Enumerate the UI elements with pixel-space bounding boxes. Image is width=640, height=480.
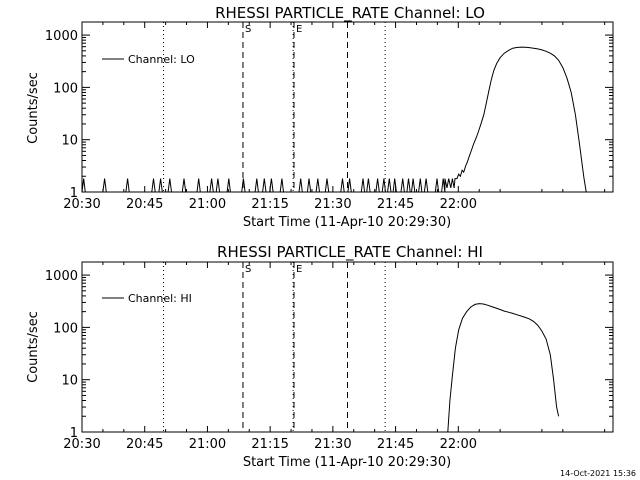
- y-axis-label-hi: Counts/sec: [26, 311, 41, 383]
- y-tick-label: 1: [70, 186, 78, 201]
- x-tick-label: 21:00: [189, 437, 226, 452]
- panel-lo: RHESSI PARTICLE_RATE Channel: LO Counts/…: [26, 4, 614, 230]
- timestamp: 14-Oct-2021 15:36: [560, 469, 636, 478]
- y-tick-label: 100: [53, 321, 78, 336]
- series-line: [447, 303, 560, 433]
- marker-label-s: S: [245, 24, 251, 35]
- marker-label-s: S: [245, 264, 251, 275]
- legend-label-lo: Channel: LO: [128, 53, 195, 66]
- x-axis-label-hi: Start Time (11-Apr-10 20:29:30): [243, 455, 451, 470]
- y-axis-label-lo: Counts/sec: [26, 72, 41, 144]
- x-tick-label: 21:15: [251, 437, 288, 452]
- y-tick-label: 1000: [45, 269, 78, 284]
- x-tick-label: 22:00: [440, 197, 477, 212]
- panel-hi: RHESSI PARTICLE_RATE Channel: HI Counts/…: [26, 243, 614, 470]
- chart-title-hi: RHESSI PARTICLE_RATE Channel: HI: [217, 243, 483, 262]
- y-tick-label: 1: [70, 426, 78, 441]
- marker-label-e: E: [296, 264, 302, 275]
- x-tick-label: 21:45: [377, 197, 414, 212]
- x-tick-label: 20:30: [63, 197, 100, 212]
- y-tick-label: 10: [61, 134, 78, 149]
- x-tick-label: 21:00: [189, 197, 226, 212]
- x-axis-label-lo: Start Time (11-Apr-10 20:29:30): [243, 215, 451, 230]
- legend-label-hi: Channel: HI: [128, 292, 192, 305]
- x-tick-label: 21:30: [314, 197, 351, 212]
- series-line: [81, 46, 587, 193]
- marker-label-e: E: [296, 24, 302, 35]
- y-tick-label: 1000: [45, 29, 78, 44]
- x-tick-label: 20:45: [126, 437, 163, 452]
- x-tick-label: 21:15: [251, 197, 288, 212]
- y-tick-label: 10: [61, 374, 78, 389]
- x-tick-label: 20:45: [126, 197, 163, 212]
- x-tick-label: 21:45: [377, 437, 414, 452]
- x-tick-label: 21:30: [314, 437, 351, 452]
- chart-title-lo: RHESSI PARTICLE_RATE Channel: LO: [215, 4, 485, 23]
- y-tick-label: 100: [53, 81, 78, 96]
- x-tick-label: 22:00: [440, 437, 477, 452]
- x-tick-label: 20:30: [63, 437, 100, 452]
